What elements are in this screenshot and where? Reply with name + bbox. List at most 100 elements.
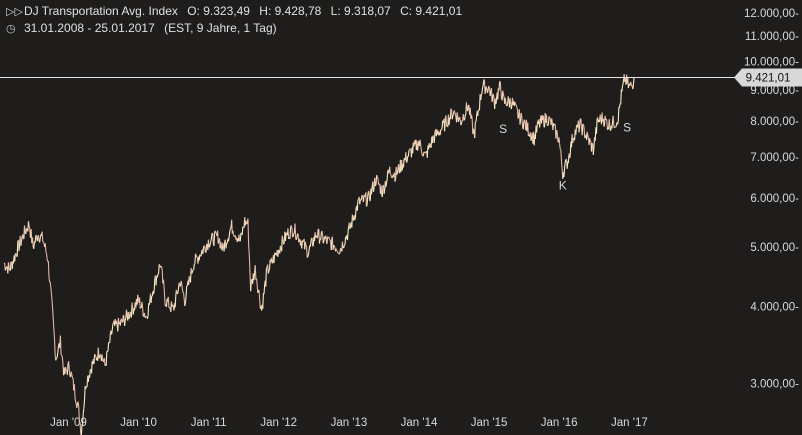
price-series-segment <box>169 307 171 309</box>
price-series-segment <box>23 225 26 233</box>
price-series-segment <box>328 238 331 241</box>
price-series-segment <box>374 184 377 187</box>
price-series-segment <box>581 123 584 136</box>
price-series-segment <box>474 121 477 123</box>
price-series-segment <box>105 351 108 366</box>
price-series-segment <box>175 289 178 293</box>
price-series-segment <box>182 292 185 294</box>
open-value: O: 9.323,49 <box>187 4 250 18</box>
price-series-segment <box>191 272 193 274</box>
price-series-segment <box>618 103 621 108</box>
price-series-segment <box>139 307 142 309</box>
price-series-segment <box>101 354 104 359</box>
price-series-segment <box>158 264 160 274</box>
y-tick-label: 5.000,00- <box>750 242 799 254</box>
price-series-segment <box>515 104 517 106</box>
price-series-segment <box>478 108 481 111</box>
price-series-segment <box>363 194 366 197</box>
price-series-segment <box>556 129 558 132</box>
x-tick-label: Jan '16 <box>541 417 578 429</box>
price-series-segment <box>586 131 589 136</box>
price-series-segment <box>407 150 410 157</box>
price-series-segment <box>147 303 150 316</box>
price-series-segment <box>45 253 48 259</box>
price-series-segment <box>250 280 252 292</box>
price-series-segment <box>480 93 483 95</box>
price-series-segment <box>193 264 195 271</box>
price-series-segment <box>549 117 551 120</box>
price-series-segment <box>293 232 295 234</box>
price-series-segment <box>325 235 327 240</box>
price-series-segment <box>263 285 266 295</box>
price-series-segment <box>398 164 400 173</box>
price-series-segment <box>199 254 201 257</box>
price-series-segment <box>307 250 310 255</box>
price-series-segment <box>94 353 96 357</box>
price-series-segment <box>239 232 242 242</box>
price-series-segment <box>492 93 495 99</box>
price-series-segment <box>253 272 256 281</box>
price-series-segment <box>93 353 96 364</box>
price-series-segment <box>4 263 6 271</box>
price-series-segment <box>292 233 295 237</box>
price-series-segment <box>611 122 614 129</box>
price-series-segment <box>502 93 505 98</box>
y-tick-label: 3.000,00- <box>750 378 799 390</box>
price-series-segment <box>402 159 405 168</box>
price-series-segment <box>28 225 31 230</box>
price-series-segment <box>107 342 110 352</box>
price-series-segment <box>83 400 86 409</box>
price-series-segment <box>351 214 354 219</box>
price-series-segment <box>558 137 561 144</box>
price-series-segment <box>248 245 250 256</box>
y-tick-label: 7.000,00- <box>750 152 799 164</box>
price-series-segment <box>257 290 259 293</box>
price-series-segment <box>156 274 159 278</box>
price-series-segment <box>310 238 313 243</box>
price-series-segment <box>289 227 292 240</box>
price-series-segment <box>270 257 273 264</box>
price-series-segment <box>321 230 324 235</box>
price-series-segment <box>365 192 368 207</box>
price-series-segment <box>523 119 526 123</box>
price-series-segment <box>212 233 214 244</box>
price-series-segment <box>177 291 179 295</box>
price-series-segment <box>497 88 499 100</box>
price-series-segment <box>50 287 52 293</box>
price-series-segment <box>188 276 191 280</box>
price-series-segment <box>292 236 294 238</box>
price-series-segment <box>572 137 574 144</box>
price-series-segment <box>265 269 267 287</box>
price-series-segment <box>255 278 258 285</box>
price-series-segment <box>320 232 322 240</box>
price-series-segment <box>213 233 216 247</box>
price-series-segment <box>559 143 561 150</box>
range-meta: (EST, 9 Jahre, 1 Tag) <box>164 21 277 35</box>
price-series-segment <box>194 253 197 264</box>
price-series-segment <box>229 228 231 232</box>
price-series-segment <box>615 125 617 128</box>
price-series-segment <box>328 236 330 239</box>
price-series-segment <box>307 254 309 257</box>
price-series-segment <box>232 230 235 236</box>
price-series-segment <box>294 223 297 239</box>
price-series-segment <box>290 225 293 229</box>
price-series-segment <box>34 235 37 243</box>
price-series-segment <box>621 85 624 92</box>
price-series-segment <box>582 124 585 128</box>
x-tick-label: Jan '12 <box>260 417 297 429</box>
price-series-segment <box>183 293 185 300</box>
price-series-segment <box>530 136 533 141</box>
price-series-segment <box>16 241 19 257</box>
price-series-segment <box>406 155 409 162</box>
price-series-segment <box>193 263 196 265</box>
price-series-segment <box>433 132 436 143</box>
price-series-segment <box>181 289 184 293</box>
price-series-segment <box>75 401 77 405</box>
price-series-segment <box>265 267 268 270</box>
y-tick-label: 11.000,00- <box>745 31 799 43</box>
price-series-segment <box>97 347 100 359</box>
price-series-segment <box>184 296 187 303</box>
price-series-segment <box>542 115 545 128</box>
